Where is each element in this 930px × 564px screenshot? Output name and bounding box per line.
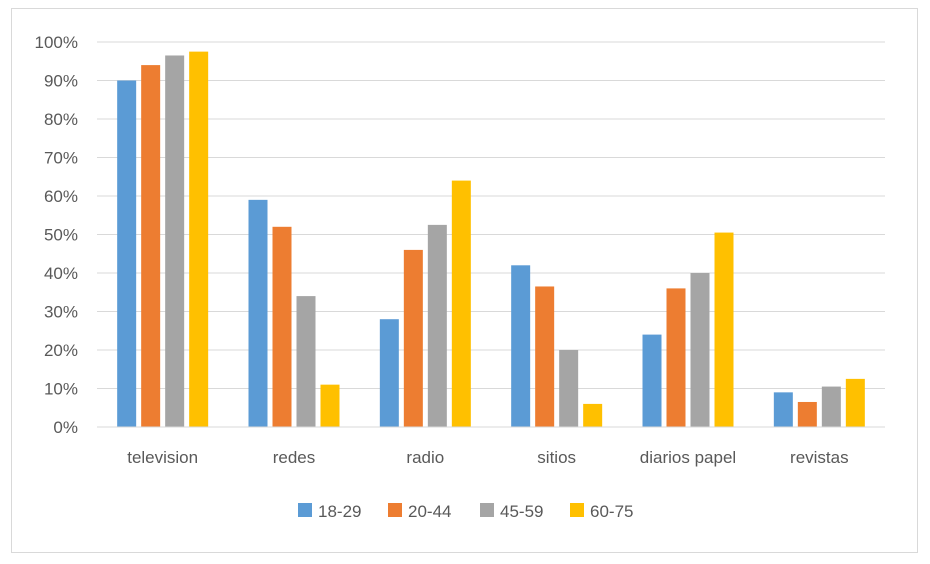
bar-60-75-redes xyxy=(320,384,340,427)
legend-swatch-18-29 xyxy=(298,503,312,517)
bar-18-29-redes xyxy=(248,199,268,427)
x-category-label: revistas xyxy=(790,448,849,467)
legend-swatch-20-44 xyxy=(388,503,402,517)
y-tick-label: 30% xyxy=(44,303,78,322)
x-category-label: sitios xyxy=(537,448,576,467)
y-tick-label: 60% xyxy=(44,187,78,206)
bar-45-59-sitios xyxy=(559,350,579,427)
x-category-label: radio xyxy=(406,448,444,467)
legend-label: 20-44 xyxy=(408,502,451,521)
y-tick-label: 20% xyxy=(44,341,78,360)
y-tick-label: 80% xyxy=(44,110,78,129)
bar-60-75-television xyxy=(189,51,209,427)
y-tick-label: 50% xyxy=(44,226,78,245)
x-category-label: television xyxy=(127,448,198,467)
legend-label: 60-75 xyxy=(590,502,633,521)
bars xyxy=(117,51,865,427)
bar-45-59-redes xyxy=(296,296,316,427)
legend-label: 18-29 xyxy=(318,502,361,521)
bar-45-59-revistas xyxy=(821,386,841,427)
y-tick-label: 40% xyxy=(44,264,78,283)
bar-20-44-revistas xyxy=(797,401,817,427)
bar-18-29-revistas xyxy=(773,392,793,427)
x-category-label: diarios papel xyxy=(640,448,736,467)
gridlines xyxy=(97,41,885,389)
y-tick-label: 10% xyxy=(44,380,78,399)
x-axis-categories: television redes radio sitios diarios papel r… xyxy=(127,448,848,467)
bar-60-75-diarios-papel xyxy=(714,232,734,427)
bar-60-75-radio xyxy=(451,180,471,427)
legend: 18-29 20-44 45-59 60-75 xyxy=(298,502,633,521)
bar-20-44-sitios xyxy=(535,286,555,427)
y-axis-ticks: 0% 10% 20% 30% 40% 50% 60% 70% 80% 90% 100% xyxy=(35,33,78,437)
bar-18-29-radio xyxy=(379,319,399,427)
bar-45-59-radio xyxy=(427,224,447,427)
y-tick-label: 0% xyxy=(53,418,78,437)
bar-20-44-diarios-papel xyxy=(666,288,686,427)
legend-swatch-60-75 xyxy=(570,503,584,517)
bar-20-44-television xyxy=(141,65,161,427)
bar-20-44-radio xyxy=(403,249,423,427)
x-category-label: redes xyxy=(273,448,316,467)
bar-20-44-redes xyxy=(272,226,292,427)
y-tick-label: 90% xyxy=(44,72,78,91)
legend-swatch-45-59 xyxy=(480,503,494,517)
legend-label: 45-59 xyxy=(500,502,543,521)
bar-45-59-television xyxy=(165,55,185,427)
y-tick-label: 100% xyxy=(35,33,78,52)
bar-45-59-diarios-papel xyxy=(690,273,710,427)
y-tick-label: 70% xyxy=(44,149,78,168)
bar-18-29-sitios xyxy=(511,265,531,427)
bar-18-29-diarios-papel xyxy=(642,334,662,427)
bar-18-29-television xyxy=(117,80,137,427)
bar-60-75-revistas xyxy=(845,378,865,427)
bar-60-75-sitios xyxy=(583,403,603,427)
